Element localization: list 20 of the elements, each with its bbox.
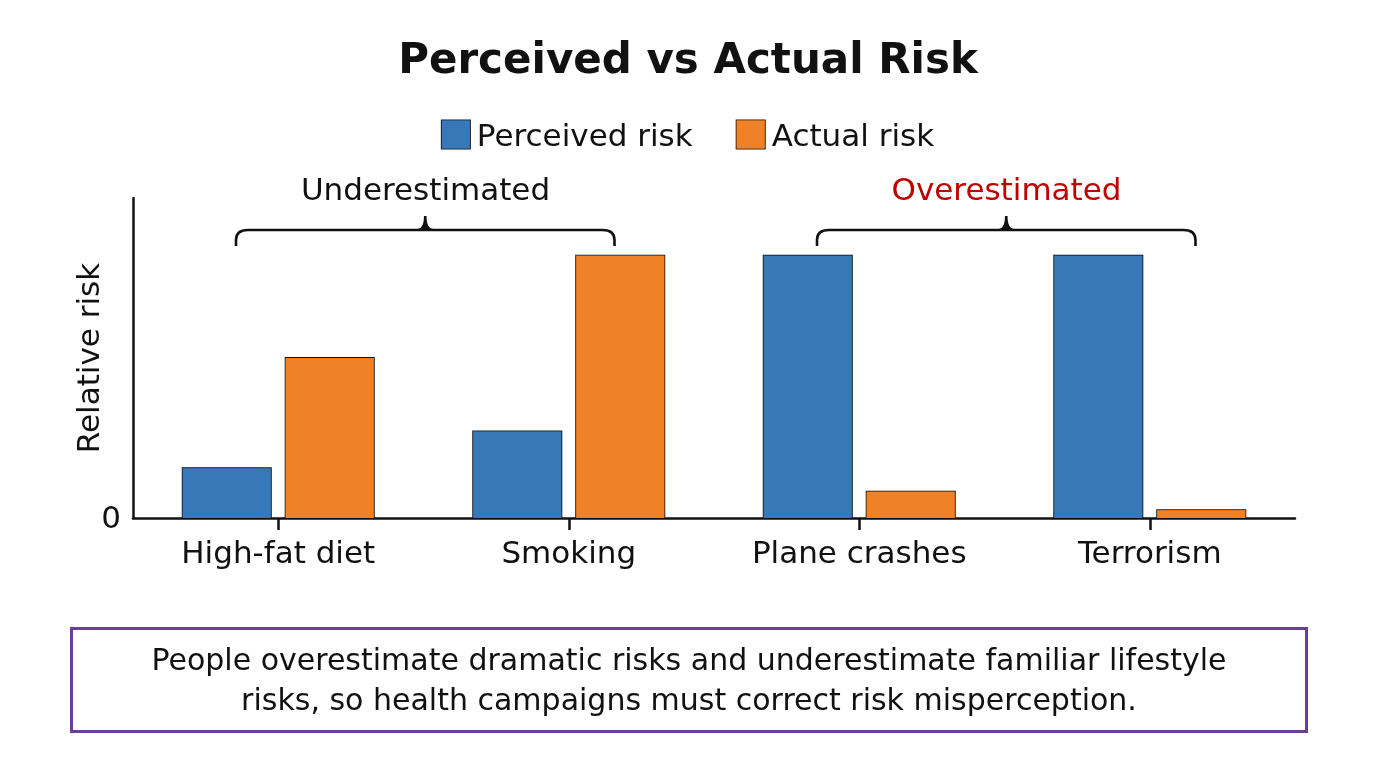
bar — [763, 255, 852, 518]
bar — [1157, 510, 1246, 518]
legend-label: Perceived risk — [476, 116, 693, 153]
text: Underestimated — [300, 171, 551, 207]
bar — [182, 468, 271, 518]
x-tick-label: Plane crashes — [751, 533, 967, 570]
y-axis-title: Relative risk — [69, 262, 106, 454]
x-tick-label: Terrorism — [1076, 533, 1222, 570]
bar — [473, 431, 562, 518]
text: 0 — [101, 499, 121, 535]
chart-title: Perceived vs Actual Risk — [398, 33, 979, 83]
text: People overestimate dramatic risks and underestimate familiar lifestyle risks, so health campaigns must correct risk misperception. — [150, 641, 1228, 719]
x-tick-label: High-fat diet — [181, 533, 376, 570]
bar — [866, 491, 955, 518]
x-tick-label: Smoking — [501, 533, 637, 570]
legend-label: Actual risk — [771, 116, 935, 153]
text: Overestimated — [891, 171, 1122, 207]
bar — [285, 358, 374, 518]
bar — [1054, 255, 1143, 518]
bar — [576, 255, 665, 518]
